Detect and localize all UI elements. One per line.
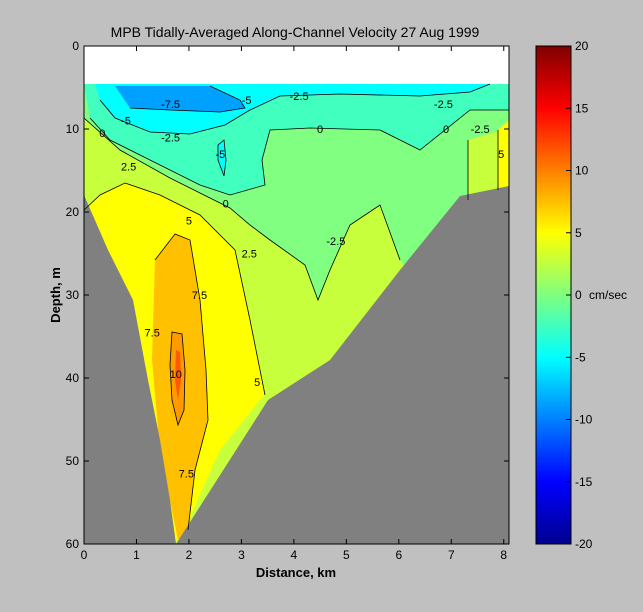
chart-title: MPB Tidally-Averaged Along-Channel Veloc… [111, 24, 480, 40]
x-tick-label: 0 [81, 548, 88, 562]
contour-labels: -7.5 -5 -2.5 -2.5 -5 -2.5 0 0 0 -2.5 -5 5 2.5 0 5 2.5 -2… [99, 91, 504, 481]
contour-label: 5 [186, 215, 192, 227]
y-axis-label: Depth, m [48, 267, 63, 323]
contour-label: 0 [443, 124, 449, 136]
contour-label: -2.5 [471, 124, 490, 136]
contour-band-above-10 [175, 350, 181, 400]
x-tick-label: 8 [500, 548, 507, 562]
y-tick-label: 60 [66, 537, 80, 551]
contour-label: 5 [498, 149, 504, 161]
colorbar-tick-label: -10 [575, 413, 593, 427]
x-tick-label: 1 [133, 548, 140, 562]
contour-label: 7.5 [145, 327, 160, 339]
colorbar-tick-label: 15 [575, 101, 589, 115]
y-tick-label: 50 [66, 454, 80, 468]
contour-band-minus-7.5 [115, 86, 245, 112]
contour-label: -7.5 [161, 99, 180, 111]
colorbar [535, 45, 572, 545]
colorbar-tick-label: -20 [575, 537, 593, 551]
contour-label: 10 [170, 369, 182, 381]
contour-label: 0 [99, 128, 105, 140]
x-tick-label: 7 [448, 548, 455, 562]
contour-label: 5 [254, 377, 260, 389]
contour-band-right-5 [498, 120, 509, 190]
surface-blank [84, 46, 509, 84]
contour-label: 2.5 [121, 161, 136, 173]
x-tick-label: 6 [395, 548, 402, 562]
y-tick-label: 10 [66, 122, 80, 136]
colorbar-ticks: 20 15 10 5 0 -5 -10 -15 -20 [566, 39, 593, 551]
y-tick-label: 30 [66, 288, 80, 302]
contour-band-minus-5-pocket [218, 140, 226, 176]
colorbar-tick-label: 20 [575, 39, 589, 53]
contour-label: -2.5 [434, 99, 453, 111]
x-tick-label: 3 [238, 548, 245, 562]
colorbar-unit-label: cm/sec [589, 288, 627, 302]
contour-label: -2.5 [161, 132, 180, 144]
colorbar-tick-label: 0 [575, 288, 582, 302]
contour-label: 0 [317, 124, 323, 136]
contour-label: -5 [216, 149, 226, 161]
contour-label: -2.5 [326, 236, 345, 248]
x-tick-label: 4 [291, 548, 298, 562]
y-tick-label: 40 [66, 371, 80, 385]
x-tick-label: 5 [343, 548, 350, 562]
plot-area [84, 46, 509, 544]
contour-label: -5 [121, 116, 131, 128]
contour-label: 2.5 [242, 249, 257, 261]
colorbar-tick-label: -5 [575, 350, 586, 364]
contour-label: 7.5 [192, 290, 207, 302]
contour-label: -5 [242, 95, 252, 107]
x-axis-label: Distance, km [256, 565, 336, 580]
x-axis-ticks: 0 1 2 3 4 5 6 7 8 [81, 46, 507, 562]
colorbar-tick-label: 5 [575, 226, 582, 240]
y-tick-label: 0 [72, 39, 79, 53]
contour-label: 0 [223, 199, 229, 211]
contour-label: 7.5 [179, 468, 194, 480]
colorbar-tick-label: 10 [575, 164, 589, 178]
colorbar-tick-label: -15 [575, 475, 593, 489]
x-tick-label: 2 [186, 548, 193, 562]
contour-label: -2.5 [290, 91, 309, 103]
y-tick-label: 20 [66, 205, 80, 219]
seabed-bathymetry [84, 195, 176, 544]
contour-lines [84, 83, 509, 531]
seabed-bathymetry-right [176, 186, 509, 544]
